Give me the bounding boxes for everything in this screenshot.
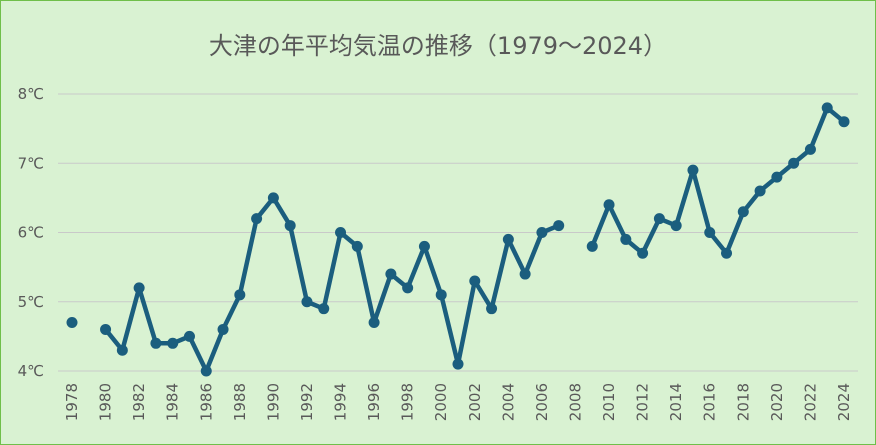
data-point — [385, 268, 397, 280]
y-tick-label: 7℃ — [18, 154, 44, 172]
x-tick-label: 2012 — [634, 383, 652, 421]
data-point — [133, 282, 145, 294]
x-tick-label: 2022 — [801, 383, 819, 421]
y-tick-label: 6℃ — [18, 224, 44, 242]
data-point — [200, 365, 212, 377]
y-tick-label: 5℃ — [18, 293, 44, 311]
x-tick-label: 2006 — [533, 383, 551, 421]
data-point — [167, 337, 179, 349]
data-point — [368, 317, 380, 329]
data-point — [670, 220, 682, 232]
x-tick-label: 1996 — [365, 383, 383, 421]
data-point — [116, 344, 128, 356]
data-point — [687, 164, 699, 176]
series-line — [103, 195, 561, 374]
data-point — [284, 220, 296, 232]
data-point — [737, 206, 749, 218]
data-point — [637, 247, 649, 259]
data-point — [267, 192, 279, 204]
x-tick-label: 1982 — [130, 383, 148, 421]
y-tick-label: 8℃ — [18, 85, 44, 103]
data-point — [586, 240, 598, 252]
x-tick-label: 1994 — [332, 383, 350, 421]
data-point — [704, 227, 716, 238]
x-tick-label: 2004 — [499, 383, 517, 421]
data-point — [486, 303, 498, 315]
data-point — [402, 282, 414, 294]
x-tick-label: 1984 — [164, 383, 182, 421]
data-point — [418, 240, 430, 252]
x-tick-label: 1988 — [231, 383, 249, 421]
chart-title: 大津の年平均気温の推移（1979～2024） — [208, 32, 668, 60]
x-tick-label: 2002 — [466, 383, 484, 421]
x-tick-label: 2000 — [432, 383, 450, 421]
data-point — [620, 233, 632, 245]
data-point — [335, 227, 347, 238]
data-point — [788, 157, 800, 169]
data-point — [435, 289, 447, 301]
x-tick-label: 2008 — [566, 383, 584, 421]
x-tick-label: 1980 — [97, 383, 115, 421]
x-tick-label: 1998 — [399, 383, 417, 421]
y-tick-label: 4℃ — [18, 362, 44, 380]
series-line — [590, 105, 847, 256]
data-point — [771, 171, 783, 183]
data-point — [183, 330, 195, 342]
data-point — [653, 213, 665, 225]
x-tick-label: 2010 — [600, 383, 618, 421]
data-point — [100, 323, 112, 335]
data-point — [318, 303, 330, 315]
data-point — [301, 296, 313, 308]
data-point — [821, 102, 833, 114]
data-point — [66, 317, 78, 329]
x-tick-label: 2018 — [734, 383, 752, 421]
data-point — [502, 233, 514, 245]
data-point — [603, 199, 615, 211]
x-tick-label: 1986 — [197, 383, 215, 421]
data-point — [754, 185, 766, 197]
x-tick-label: 2020 — [768, 383, 786, 421]
x-tick-label: 1990 — [264, 383, 282, 421]
data-point — [838, 116, 850, 128]
data-point — [519, 268, 531, 280]
data-point — [150, 337, 162, 349]
x-tick-label: 2024 — [835, 383, 853, 421]
data-point — [804, 143, 816, 155]
x-tick-label: 2016 — [701, 383, 719, 421]
data-point — [217, 323, 229, 335]
data-point — [469, 275, 481, 287]
data-point — [536, 227, 548, 238]
data-point — [351, 240, 363, 252]
data-point — [721, 247, 733, 259]
x-tick-label: 1992 — [298, 383, 316, 421]
x-tick-label: 2014 — [667, 383, 685, 421]
data-point — [234, 289, 246, 301]
x-tick-label: 1978 — [63, 383, 81, 421]
data-point — [452, 358, 464, 370]
data-point — [251, 213, 263, 225]
data-point — [553, 220, 565, 232]
